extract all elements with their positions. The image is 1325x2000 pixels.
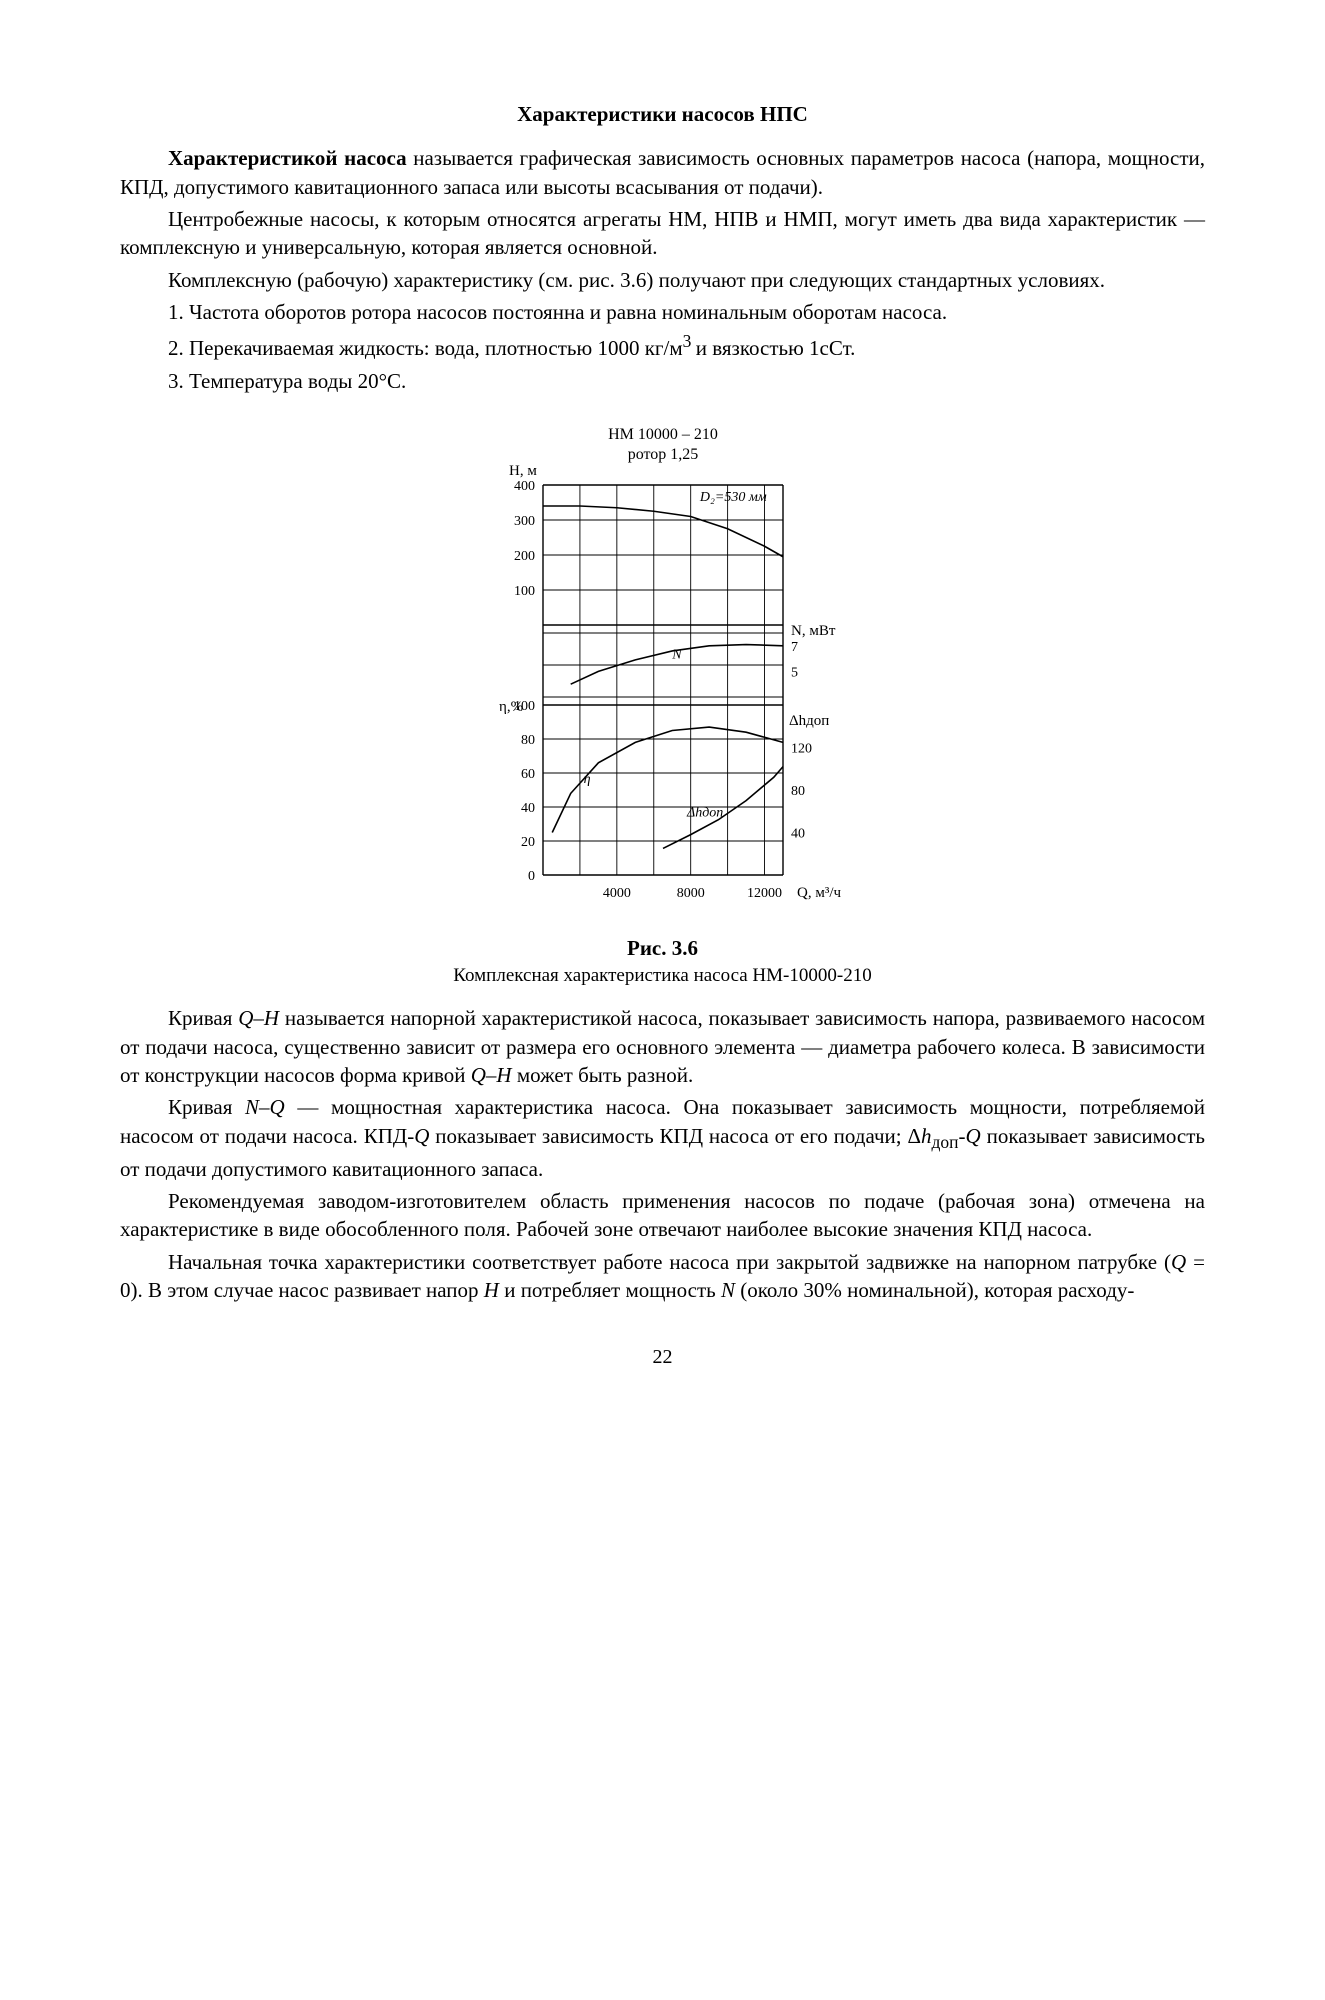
- page-title: Характеристики насосов НПС: [120, 100, 1205, 128]
- svg-text:300: 300: [514, 514, 535, 529]
- paragraph-10: Начальная точка характеристики соответст…: [120, 1248, 1205, 1305]
- math-var: Q–H: [238, 1006, 279, 1030]
- text: Кривая: [168, 1006, 238, 1030]
- svg-text:N, мВт: N, мВт: [791, 623, 836, 639]
- svg-text:60: 60: [521, 767, 535, 782]
- svg-text:N: N: [671, 648, 682, 663]
- subscript: доп: [932, 1132, 959, 1152]
- pump-chart: НМ 10000 – 210ротор 1,25100200300400Н, м…: [473, 415, 853, 915]
- svg-text:η,%: η,%: [499, 699, 523, 715]
- text: (около 30% номинальной), которая расходу…: [735, 1278, 1134, 1302]
- svg-text:ротор 1,25: ротор 1,25: [627, 446, 698, 463]
- math-var: H: [484, 1278, 499, 1302]
- math-var: N: [721, 1278, 735, 1302]
- paragraph-1: Характеристикой насоса называется графич…: [120, 144, 1205, 201]
- text: Начальная точка характеристики соответст…: [168, 1250, 1171, 1274]
- svg-text:D₂=530 мм: D₂=530 мм: [698, 490, 766, 505]
- svg-text:12000: 12000: [747, 886, 782, 901]
- paragraph-2: Центробежные насосы, к которым относятся…: [120, 205, 1205, 262]
- text: и потребляет мощность: [499, 1278, 721, 1302]
- svg-text:η: η: [583, 772, 590, 787]
- svg-text:40: 40: [791, 827, 805, 842]
- svg-text:100: 100: [514, 584, 535, 599]
- svg-text:20: 20: [521, 835, 535, 850]
- text: показывает зависимость КПД насоса от его…: [429, 1124, 921, 1148]
- math-var: Q: [414, 1124, 429, 1148]
- text: Кривая: [168, 1095, 245, 1119]
- page-number: 22: [120, 1344, 1205, 1371]
- text: -: [959, 1124, 966, 1148]
- paragraph-7: Кривая Q–H называется напорной характери…: [120, 1004, 1205, 1089]
- paragraph-8: Кривая N–Q — мощностная характеристика н…: [120, 1093, 1205, 1183]
- figure-caption-sub: Комплексная характеристика насоса НМ-100…: [120, 963, 1205, 989]
- text: может быть разной.: [512, 1063, 694, 1087]
- svg-text:Δhдоп: Δhдоп: [789, 713, 829, 729]
- svg-text:8000: 8000: [676, 886, 704, 901]
- paragraph-3: Комплексную (рабочую) характеристику (см…: [120, 266, 1205, 294]
- math-var: h: [921, 1124, 932, 1148]
- figure-caption-title: Рис. 3.6: [120, 934, 1205, 962]
- svg-text:Н, м: Н, м: [509, 463, 537, 479]
- math-var: Q: [1171, 1250, 1186, 1274]
- svg-text:4000: 4000: [602, 886, 630, 901]
- svg-text:0: 0: [528, 869, 535, 884]
- svg-text:Δhдоп: Δhдоп: [686, 806, 723, 821]
- svg-text:Q, м³/ч: Q, м³/ч: [797, 885, 841, 901]
- svg-text:200: 200: [514, 549, 535, 564]
- svg-text:120: 120: [791, 742, 812, 757]
- svg-text:400: 400: [514, 479, 535, 494]
- superscript: 3: [683, 331, 696, 351]
- math-var: N–Q: [245, 1095, 285, 1119]
- text: и вязкостью 1сСт.: [696, 336, 856, 360]
- paragraph-4: 1. Частота оборотов ротора насосов посто…: [120, 298, 1205, 326]
- math-var: Q: [966, 1124, 981, 1148]
- paragraph-5: 2. Перекачиваемая жидкость: вода, плотно…: [120, 330, 1205, 362]
- paragraph-9: Рекомендуемая заводом-изготовителем обла…: [120, 1187, 1205, 1244]
- svg-text:40: 40: [521, 801, 535, 816]
- svg-text:80: 80: [791, 784, 805, 799]
- term-bold: Характеристикой насоса: [168, 146, 407, 170]
- figure-3-6: НМ 10000 – 210ротор 1,25100200300400Н, м…: [120, 415, 1205, 988]
- paragraph-6: 3. Температура воды 20°С.: [120, 367, 1205, 395]
- svg-text:7: 7: [791, 640, 798, 655]
- svg-text:80: 80: [521, 733, 535, 748]
- text: 2. Перекачиваемая жидкость: вода, плотно…: [168, 336, 683, 360]
- svg-text:5: 5: [791, 665, 798, 680]
- svg-text:НМ 10000 – 210: НМ 10000 – 210: [608, 426, 718, 443]
- math-var: Q–H: [471, 1063, 512, 1087]
